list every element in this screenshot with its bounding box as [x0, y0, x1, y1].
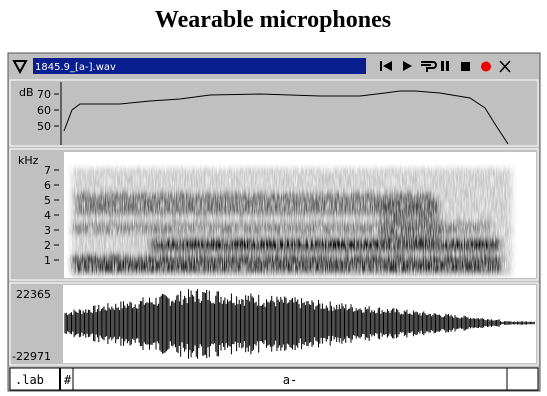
- tick-label: 1: [44, 254, 51, 267]
- boundary: #: [64, 373, 72, 387]
- tick-label: 60: [37, 104, 51, 117]
- record-button[interactable]: [481, 62, 491, 72]
- screen: Wearable microphones 1845.9_[a-].wav dB …: [0, 0, 547, 396]
- file-name: 1845.9_[a-].wav: [35, 62, 116, 73]
- spectrogram: [64, 152, 536, 278]
- tick-label: 6: [44, 179, 51, 192]
- unit: kHz: [18, 154, 39, 167]
- segment-label[interactable]: a-: [283, 373, 297, 387]
- tick-label: 2: [44, 239, 51, 252]
- max-label: 22365: [16, 288, 51, 301]
- stop-button[interactable]: [461, 62, 470, 71]
- label-tier: [10, 368, 538, 390]
- page-title: Wearable microphones: [155, 7, 391, 33]
- tick-label: 3: [44, 224, 51, 237]
- intensity-panel: [10, 80, 538, 146]
- tick-label: 5: [44, 194, 51, 207]
- tick-label: 50: [37, 120, 51, 133]
- unit: dB: [19, 86, 34, 99]
- min-label: -22971: [12, 350, 51, 363]
- tick-label: 7: [44, 164, 51, 177]
- tier-name: .lab: [15, 373, 44, 387]
- tick-label: 4: [44, 209, 51, 222]
- tick-label: 70: [37, 88, 51, 101]
